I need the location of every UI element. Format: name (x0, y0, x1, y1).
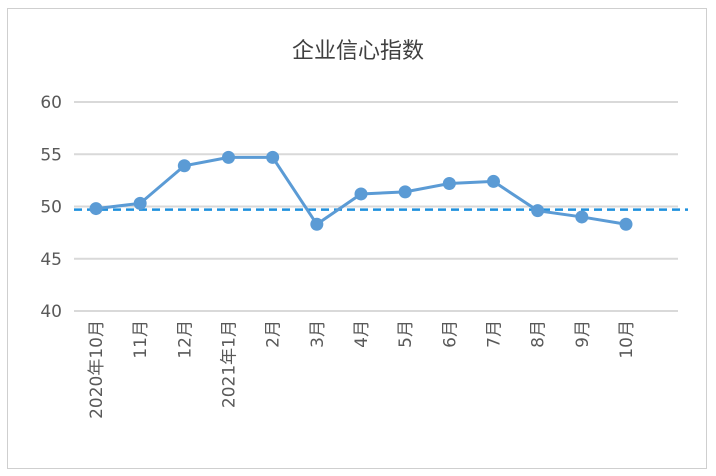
x-tick-label: 2月 (264, 320, 284, 348)
y-tick-label: 55 (40, 145, 62, 165)
x-tick-label: 2020年10月 (87, 320, 107, 419)
x-tick-label: 5月 (396, 320, 416, 348)
y-tick-label: 40 (40, 302, 62, 322)
data-point (266, 150, 280, 164)
data-point (177, 159, 191, 173)
data-point (442, 177, 456, 191)
chart-title: 企业信心指数 (292, 39, 424, 64)
x-tick-label: 9月 (573, 320, 593, 348)
data-point (487, 174, 500, 188)
data-point (575, 210, 589, 224)
data-point (89, 202, 103, 216)
x-tick-label: 7月 (485, 320, 505, 348)
data-point (398, 185, 412, 199)
data-point (619, 217, 633, 231)
y-tick-label: 60 (40, 93, 62, 113)
x-tick-label: 12月 (175, 320, 195, 359)
data-point (222, 150, 235, 164)
x-tick-label: 6月 (440, 320, 460, 348)
data-point (310, 217, 324, 231)
x-tick-label: 4月 (352, 320, 372, 348)
x-tick-label: 8月 (529, 320, 549, 348)
data-point (354, 187, 368, 201)
x-tick-label: 11月 (131, 320, 151, 359)
data-point (133, 196, 147, 210)
chart-border (7, 8, 707, 469)
x-tick-label: 3月 (308, 320, 328, 348)
data-point (531, 204, 545, 218)
y-tick-label: 45 (40, 250, 62, 270)
y-tick-label: 50 (40, 198, 62, 218)
x-tick-label: 2021年1月 (220, 320, 240, 408)
x-tick-label: 10月 (617, 320, 637, 359)
